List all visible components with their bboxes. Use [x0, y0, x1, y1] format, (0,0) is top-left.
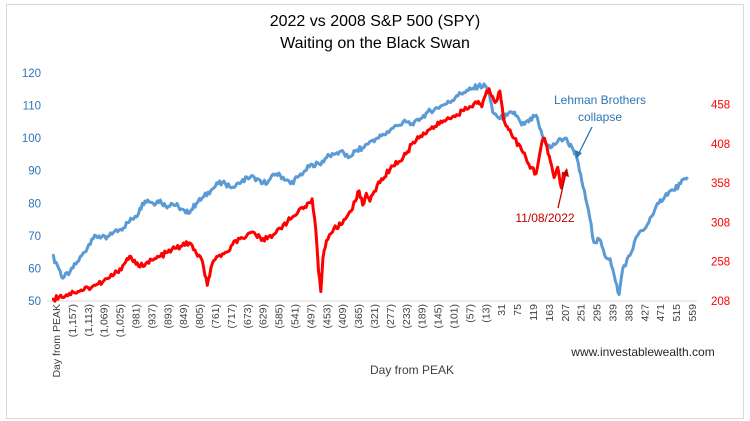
- y-left-tick-label: 110: [23, 101, 41, 113]
- y-right-axis: 208 258 308 358 408 458: [711, 99, 730, 308]
- x-tick-label: 471: [655, 304, 667, 322]
- x-tick-label: (365): [353, 304, 365, 329]
- x-tick-label: 427: [639, 304, 651, 322]
- lehman-annotation-line2: collapse: [578, 110, 622, 124]
- y-left-tick-label: 60: [28, 263, 41, 275]
- x-tick-label: (321): [369, 304, 381, 329]
- chart-title: 2022 vs 2008 S&P 500 (SPY): [270, 13, 481, 30]
- x-tick-label: 383: [623, 304, 635, 322]
- y-right-tick-label: 358: [711, 178, 730, 190]
- x-tick-label: (717): [226, 304, 238, 329]
- x-tick-label: 31: [496, 304, 508, 316]
- x-axis-label: Day from PEAK: [370, 363, 454, 377]
- x-axis: Day from PEAK (1,157) (1,113) (1,069) (1,025…: [51, 304, 699, 378]
- x-tick-label: (145): [433, 304, 445, 329]
- y-left-axis: 50 60 70 80 90 100 110 120: [22, 68, 41, 308]
- y-right-tick-label: 308: [711, 217, 730, 229]
- y-right-tick-label: 458: [711, 99, 730, 111]
- x-tick-label: (805): [194, 304, 206, 329]
- x-tick-label: (673): [242, 304, 254, 329]
- series-line-spy-2008: [51, 82, 689, 296]
- y-left-tick-label: 50: [28, 296, 41, 308]
- x-tick-label: (233): [401, 304, 413, 329]
- y-left-tick-label: 120: [22, 68, 41, 80]
- x-tick-label: (629): [258, 304, 270, 329]
- chart-subtitle: Waiting on the Black Swan: [280, 35, 470, 52]
- date-arrow: [557, 172, 567, 209]
- x-tick-label: (1,113): [83, 304, 95, 337]
- x-tick-label: (1,025): [115, 304, 127, 337]
- x-tick-label: 295: [592, 304, 604, 322]
- y-left-tick-label: 80: [28, 198, 41, 210]
- x-tick-label: (981): [131, 304, 143, 329]
- y-left-tick-label: 100: [22, 133, 41, 145]
- series-group: [51, 82, 689, 303]
- x-tick-label: (585): [274, 304, 286, 329]
- x-tick-label: 251: [576, 304, 588, 322]
- x-tick-label: (1,069): [99, 304, 111, 337]
- x-tick-label: (189): [417, 304, 429, 329]
- y-right-tick-label: 408: [711, 139, 730, 151]
- x-tick-label: 75: [512, 304, 524, 316]
- y-left-tick-label: 70: [28, 231, 41, 243]
- x-tick-label: (849): [178, 304, 190, 329]
- credit-text: www.investablewealth.com: [570, 345, 714, 359]
- x-tick-label: (1,157): [67, 304, 79, 337]
- series-line-spy-2022: [51, 87, 565, 303]
- chart-frame: [6, 4, 744, 419]
- y-right-tick-label: 208: [711, 296, 730, 308]
- x-tick-label: (409): [337, 304, 349, 329]
- x-tick-label: (453): [321, 304, 333, 329]
- x-tick-label: 339: [608, 304, 620, 322]
- date-arrowhead: [562, 168, 569, 177]
- x-tick-label: (541): [290, 304, 302, 329]
- x-tick-label: 163: [544, 304, 556, 322]
- x-tick-label: 207: [560, 304, 572, 322]
- date-annotation: 11/08/2022: [515, 211, 574, 225]
- x-tick-label: Day from PEAK: [51, 304, 63, 378]
- lehman-arrowhead: [575, 150, 582, 159]
- x-tick-label: (13): [480, 304, 492, 323]
- x-tick-label: (937): [146, 304, 158, 329]
- x-tick-label: 515: [671, 304, 683, 322]
- y-left-tick-label: 90: [28, 166, 41, 178]
- y-right-tick-label: 258: [711, 257, 730, 269]
- x-tick-label: 559: [687, 304, 699, 322]
- x-tick-label: (277): [385, 304, 397, 329]
- x-tick-label: (497): [305, 304, 317, 329]
- x-tick-label: (101): [449, 304, 461, 329]
- x-tick-label: (57): [464, 304, 476, 323]
- x-tick-label: (893): [162, 304, 174, 329]
- lehman-annotation-line1: Lehman Brothers: [554, 93, 646, 107]
- lehman-arrow: [577, 126, 593, 156]
- x-tick-label: (761): [210, 304, 222, 329]
- x-tick-label: 119: [528, 304, 540, 321]
